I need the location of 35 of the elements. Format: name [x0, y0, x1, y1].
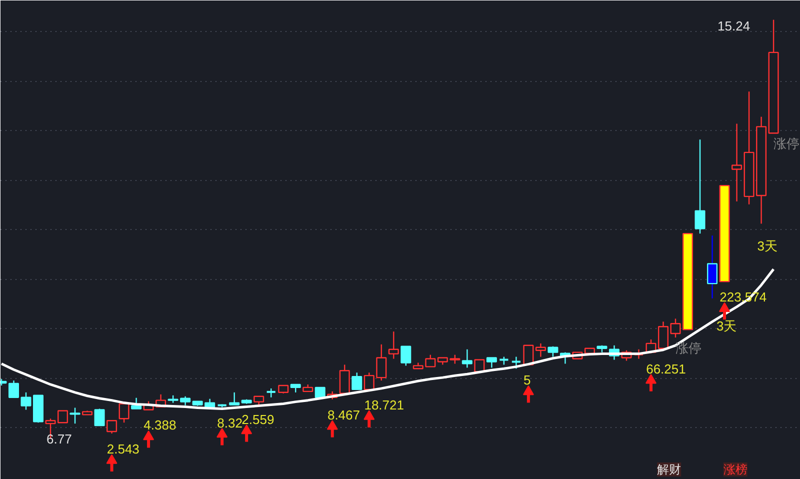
- candlestick: [94, 408, 105, 426]
- candlestick: [118, 403, 130, 424]
- candlestick: [352, 372, 362, 390]
- candlestick: [20, 392, 32, 410]
- annotation: 涨停: [676, 340, 702, 356]
- candlestick: [106, 420, 118, 434]
- annotation: 3天: [716, 318, 737, 334]
- text: 18.721: [364, 397, 404, 412]
- annotation: 解财: [657, 462, 682, 476]
- text: 5: [524, 372, 531, 388]
- candlestick: [400, 346, 412, 366]
- text: 66.251: [646, 361, 686, 376]
- annotation: 涨榜: [723, 462, 748, 476]
- candlestick: [548, 346, 558, 358]
- candlestick: [535, 342, 546, 358]
- candlestick: [732, 123, 742, 202]
- text: 2.559: [242, 412, 274, 427]
- candlestick: [8, 380, 19, 398]
- candlestick: [707, 234, 718, 299]
- annotation: 3天: [757, 238, 778, 254]
- candlestick: [462, 348, 472, 368]
- candlestick: [229, 392, 240, 406]
- candlestick: [510, 356, 522, 370]
- candlestick: [388, 330, 399, 360]
- text: 4.388: [144, 418, 176, 433]
- text: 8.32: [217, 415, 242, 430]
- annotation: 涨停: [773, 136, 800, 152]
- candlestick: [486, 357, 497, 368]
- candlestick: [339, 364, 350, 394]
- text: 8.467: [327, 407, 360, 422]
- candlestick: [70, 407, 80, 424]
- annotation: 15.24: [718, 18, 750, 34]
- text: 2.543: [106, 441, 140, 456]
- annotation: 6.77: [46, 431, 72, 446]
- candlestick: [694, 138, 706, 234]
